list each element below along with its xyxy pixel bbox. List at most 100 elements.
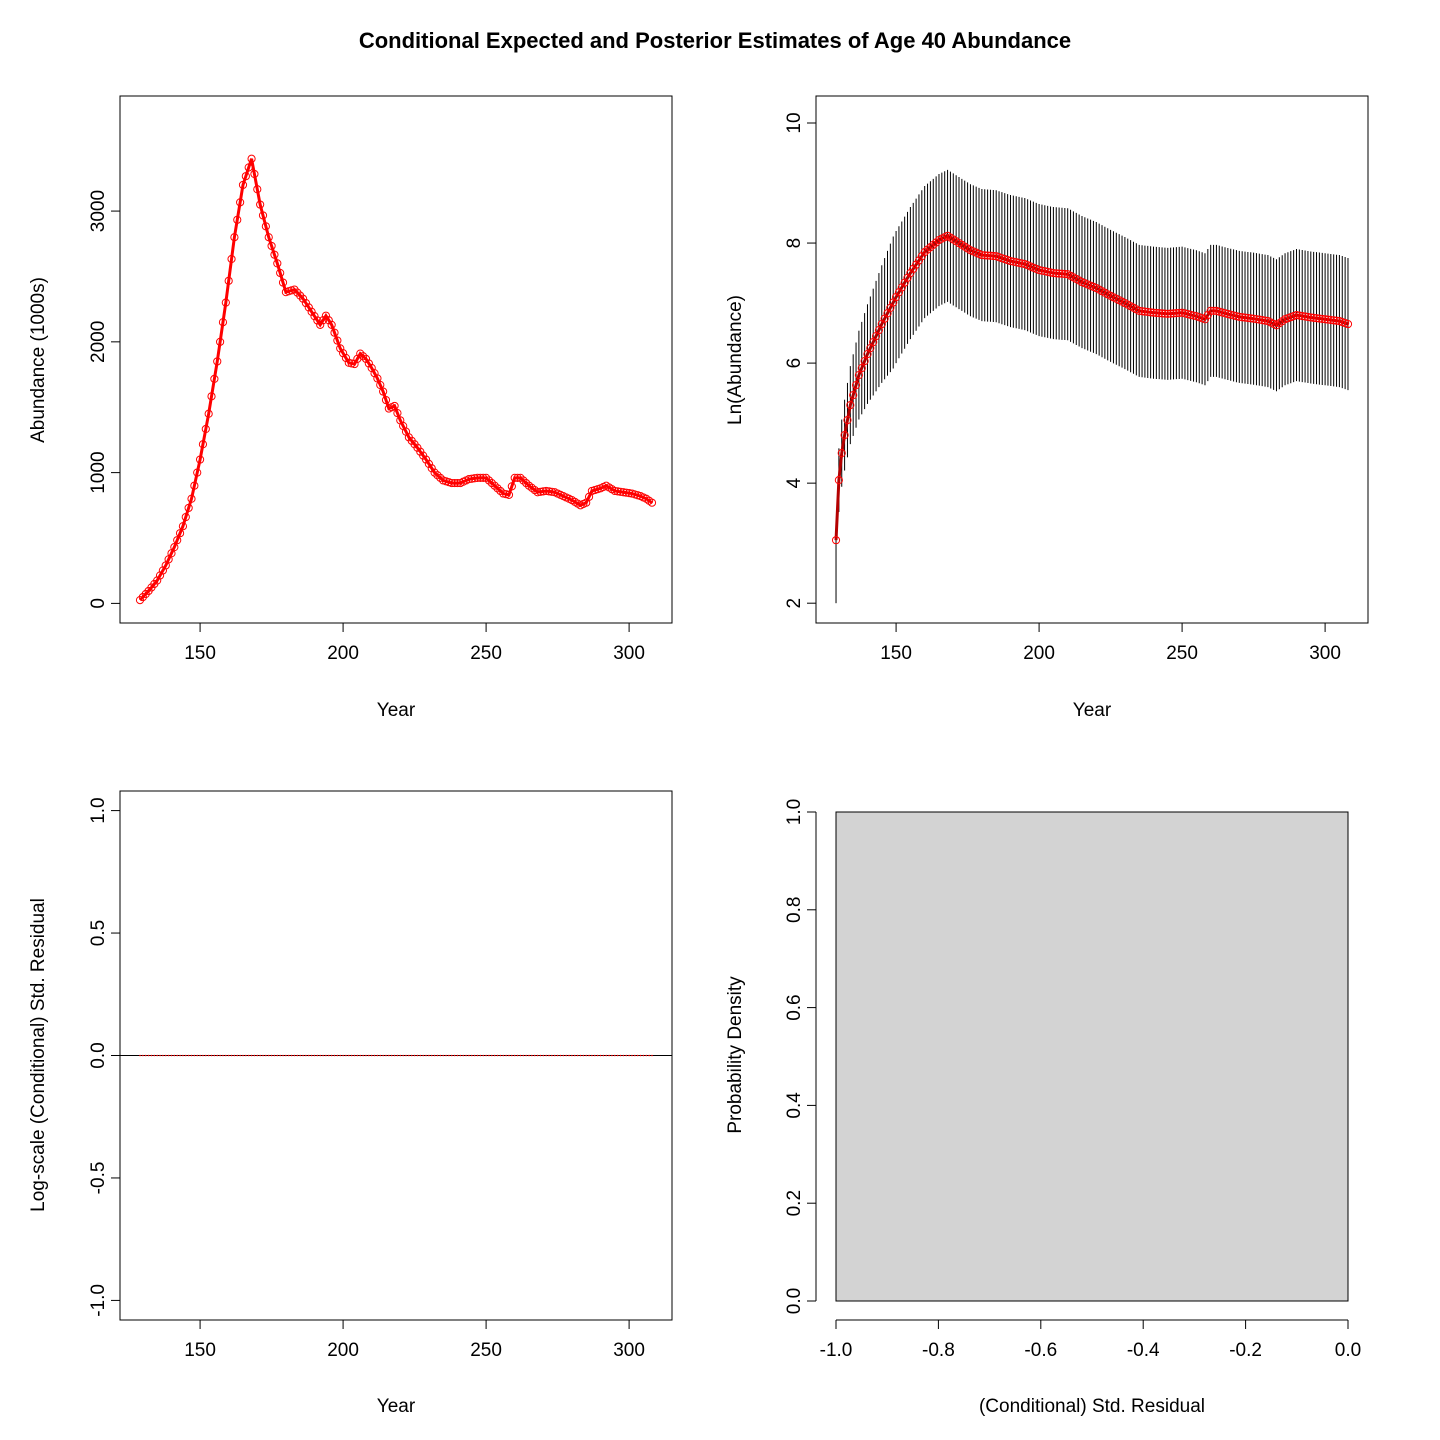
data-point	[230, 233, 239, 242]
residual-point	[359, 1054, 362, 1057]
residual-point	[505, 1054, 507, 1057]
x-tick-label: 150	[880, 643, 912, 664]
data-point	[1309, 313, 1318, 322]
data-point	[310, 312, 319, 321]
residual-point	[511, 1054, 513, 1057]
residual-point	[491, 1054, 493, 1057]
data-point	[1037, 266, 1047, 275]
residual-point	[516, 1054, 519, 1057]
data-point	[843, 416, 852, 425]
residual-point	[388, 1054, 390, 1057]
data-point	[857, 364, 866, 373]
y-tick-label: 0.2	[784, 1190, 805, 1216]
data-point	[490, 481, 499, 490]
residual-point	[345, 1054, 347, 1057]
residual-point	[611, 1054, 613, 1057]
data-point	[1326, 315, 1335, 325]
data-point	[1052, 269, 1061, 278]
residual-point	[350, 1054, 353, 1057]
data-point	[155, 571, 165, 580]
x-tick-label: 250	[1166, 643, 1198, 664]
residual-point	[265, 1054, 267, 1057]
data-point	[1312, 314, 1321, 323]
data-point	[178, 522, 188, 531]
data-point	[393, 409, 402, 418]
x-tick-label: -0.4	[1127, 1340, 1160, 1361]
data-point	[359, 352, 368, 361]
residual-point	[322, 1054, 324, 1057]
residual-point	[325, 1054, 327, 1057]
residual-point	[210, 1054, 213, 1057]
residual-point	[536, 1054, 539, 1057]
residual-point	[139, 1054, 141, 1057]
data-point	[1235, 312, 1244, 321]
residual-point	[473, 1054, 476, 1057]
y-tick-label: 0	[88, 598, 109, 609]
y-tick-label: 10	[784, 112, 805, 133]
data-point	[1203, 310, 1212, 320]
residual-point	[170, 1054, 173, 1057]
data-point	[849, 391, 858, 400]
residual-point	[528, 1054, 530, 1057]
y-tick-label: -1.0	[88, 1284, 109, 1317]
residual-point	[233, 1054, 236, 1057]
data-point	[510, 473, 519, 482]
data-point	[1163, 309, 1172, 318]
data-point	[894, 288, 904, 297]
data-point	[464, 475, 474, 484]
data-point	[324, 316, 333, 325]
residual-point	[144, 1054, 147, 1057]
data-point	[379, 387, 388, 396]
data-point	[487, 478, 496, 488]
residual-point	[373, 1054, 376, 1057]
data-point	[261, 222, 270, 231]
data-point	[1043, 267, 1052, 276]
data-point	[1343, 319, 1353, 329]
residual-point	[502, 1054, 505, 1057]
data-point	[1135, 306, 1144, 315]
residual-point	[253, 1054, 256, 1057]
residual-point	[342, 1054, 344, 1057]
residual-point	[593, 1054, 596, 1057]
x-tick-label: 0.0	[1335, 1340, 1361, 1361]
residual-point	[327, 1054, 330, 1057]
data-point	[227, 254, 236, 264]
data-point	[301, 298, 311, 308]
data-point	[175, 529, 185, 538]
data-point	[527, 483, 536, 492]
data-point	[181, 512, 190, 522]
data-point	[224, 276, 233, 285]
residual-point	[293, 1054, 296, 1057]
data-point	[204, 409, 213, 418]
x-tick-label: 300	[613, 1340, 645, 1361]
data-point	[347, 359, 356, 368]
y-tick-label: 0.8	[784, 897, 805, 923]
residual-point	[182, 1054, 184, 1057]
data-point	[1009, 257, 1018, 266]
data-point	[1209, 306, 1218, 315]
residual-point	[499, 1054, 502, 1057]
y-tick-label: 1000	[88, 451, 109, 493]
data-point	[453, 478, 462, 488]
data-point	[522, 478, 531, 488]
residual-point	[553, 1054, 556, 1057]
data-point	[170, 543, 179, 552]
data-point	[1249, 314, 1258, 323]
data-point	[1318, 314, 1327, 324]
data-point	[1049, 268, 1058, 278]
x-axis-label: Year	[377, 1396, 416, 1417]
x-tick-label: -0.6	[1024, 1340, 1057, 1361]
data-point	[1200, 315, 1210, 324]
data-point	[539, 487, 548, 496]
residual-point	[539, 1054, 542, 1057]
data-point	[1246, 314, 1255, 323]
data-point	[533, 488, 542, 497]
residual-point	[393, 1054, 396, 1057]
data-point	[190, 481, 199, 490]
residual-point	[362, 1054, 364, 1057]
residual-point	[613, 1054, 616, 1057]
panel-residuals: 150 200 250 300 -1.0 -0.5 0.0 0.5 1.0 Year Log-s…	[28, 790, 673, 1417]
residual-point	[576, 1054, 579, 1057]
data-point	[542, 486, 551, 496]
data-point	[926, 243, 935, 252]
